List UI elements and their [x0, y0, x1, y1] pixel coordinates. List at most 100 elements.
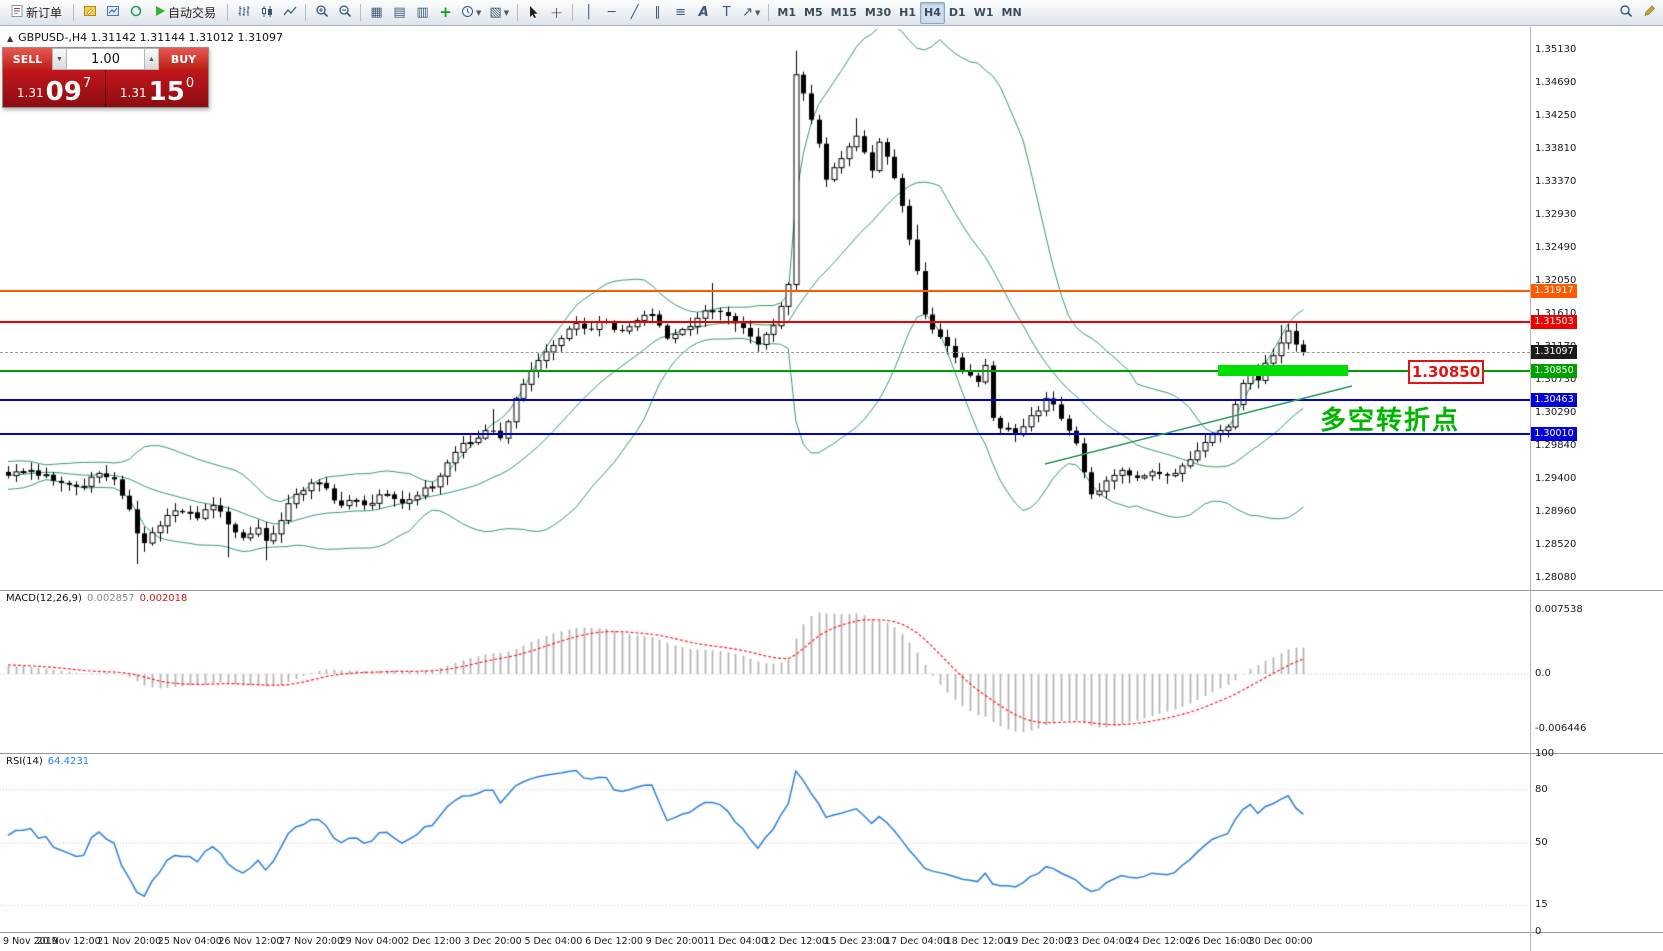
ohlc-bars-button[interactable]: [232, 2, 255, 24]
time-axis-label: 24 Dec 12:00: [1127, 936, 1192, 947]
y-axis-tick-label: 1.33370: [1535, 175, 1577, 187]
channel-button[interactable]: ∥: [646, 2, 669, 24]
autotrading-button[interactable]: 自动交易: [147, 2, 223, 24]
rsi-value: 64.4231: [47, 756, 90, 767]
timeframe-h4-button[interactable]: H4: [920, 1, 945, 24]
autotrading-label: 自动交易: [168, 6, 217, 20]
add-indicator-button[interactable]: +: [434, 2, 457, 24]
toolbar-separator: [305, 4, 307, 21]
time-axis-label: 27 Nov 20:00: [278, 936, 344, 947]
y-axis-tick-label: 1.28520: [1535, 539, 1577, 551]
panel-separator[interactable]: [0, 589, 1663, 591]
text-button[interactable]: A: [692, 2, 715, 24]
metaeditor-icon: [83, 4, 97, 21]
y-axis-tick-label: 1.32490: [1535, 241, 1577, 253]
y-axis-tick-label: 1.28960: [1535, 506, 1577, 518]
timeframe-m30-button[interactable]: M30: [861, 2, 895, 24]
horizontal-line-icon: ─: [607, 5, 616, 20]
price-axis[interactable]: [1530, 27, 1531, 951]
time-axis-label: 26 Dec 16:00: [1188, 936, 1252, 947]
text-label-button[interactable]: T: [715, 2, 738, 24]
quick-edit-button[interactable]: [1637, 2, 1660, 24]
timeframe-h1-button[interactable]: H1: [895, 2, 920, 24]
timeframe-mn-button[interactable]: MN: [998, 2, 1026, 24]
timeframe-m5-button[interactable]: M5: [800, 2, 827, 24]
volume-increase-button[interactable]: ▲: [144, 48, 159, 70]
rsi-axis-label: 100: [1535, 748, 1555, 759]
time-axis-label: 25 Nov 04:00: [157, 936, 222, 947]
y-axis-tick-label: 1.29400: [1535, 473, 1577, 485]
arrow-objects-button[interactable]: ↗ ▼: [738, 2, 764, 24]
price-level-line[interactable]: [0, 320, 1530, 323]
price-level-line[interactable]: [0, 289, 1530, 292]
trend-reversal-note[interactable]: 多空转折点: [1320, 406, 1461, 436]
timeframe-w1-button[interactable]: W1: [970, 2, 998, 24]
chevron-down-icon: ▼: [755, 8, 761, 17]
panel-separator[interactable]: [0, 752, 1663, 754]
line-chart-button[interactable]: [278, 2, 301, 24]
refresh-button[interactable]: [124, 2, 147, 24]
price-tag: 1.31503: [1531, 314, 1577, 329]
time-axis-label: 15 Dec 23:00: [824, 936, 889, 947]
zoom-in-icon: [315, 4, 329, 21]
templates-button[interactable]: ▧ ▼: [485, 2, 513, 24]
time-axis-label: 26 Nov 12:00: [218, 936, 283, 947]
candlestick-button[interactable]: [255, 2, 278, 24]
horizontal-line-button[interactable]: ─: [600, 2, 623, 24]
macd-header: MACD(12,26,9) 0.002857 0.002018: [6, 593, 187, 604]
tile-windows-button[interactable]: ▦: [365, 2, 388, 24]
timeframe-d1-button[interactable]: D1: [945, 2, 970, 24]
buy-price-display[interactable]: 1.31 15 0: [106, 70, 208, 107]
support-price-callout[interactable]: 1.30850: [1408, 360, 1484, 384]
fibonacci-button[interactable]: ≡: [669, 2, 692, 24]
buy-price-main: 15: [148, 76, 185, 107]
buy-button[interactable]: BUY: [159, 48, 208, 70]
sell-price-pip: 7: [82, 76, 92, 91]
new-order-icon: [10, 4, 24, 21]
crosshair-button[interactable]: +: [545, 2, 568, 24]
cursor-button[interactable]: [522, 2, 545, 24]
periods-button[interactable]: ▼: [457, 2, 485, 24]
macd-axis-label: -0.006446: [1535, 722, 1587, 734]
refresh-icon: [129, 4, 143, 21]
sell-price-main: 09: [45, 76, 82, 107]
crosshair-icon: +: [549, 2, 564, 22]
vertical-line-button[interactable]: │: [577, 2, 600, 24]
price-level-line[interactable]: [0, 369, 1530, 372]
price-level-line[interactable]: [0, 432, 1530, 435]
timeframe-m1-button[interactable]: M1: [773, 2, 800, 24]
macd-label: MACD(12,26,9): [6, 593, 82, 604]
zoom-in-button[interactable]: [310, 2, 333, 24]
trendline-button[interactable]: ╱: [623, 2, 646, 24]
volume-decrease-button[interactable]: ▼: [52, 48, 67, 70]
rsi-label: RSI(14): [6, 756, 43, 767]
y-axis-tick-label: 1.29840: [1535, 440, 1577, 452]
panel-separator[interactable]: [0, 931, 1663, 933]
profiles-button[interactable]: [101, 2, 124, 24]
volume-input[interactable]: 1.00: [67, 48, 144, 70]
support-zone-bar[interactable]: [1218, 365, 1348, 377]
time-axis-label: 18 Dec 12:00: [945, 936, 1010, 947]
price-level-line[interactable]: [0, 398, 1530, 401]
sell-button[interactable]: SELL: [3, 48, 52, 70]
rsi-axis-label: 50: [1535, 837, 1548, 848]
collapse-trade-panel-icon[interactable]: ▲: [7, 34, 14, 43]
search-button[interactable]: [1614, 2, 1637, 24]
metaeditor-button[interactable]: [78, 2, 101, 24]
price-level-line[interactable]: [0, 351, 1530, 353]
toolbar: 新订单 自动交易 ▦: [0, 0, 1663, 26]
new-order-button[interactable]: 新订单: [3, 2, 69, 24]
one-click-trading-panel: SELL ▼ 1.00 ▲ BUY 1.31 09 7 1.31 15 0: [2, 47, 209, 108]
buy-price-pip: 0: [185, 76, 195, 91]
price-chart-canvas[interactable]: [0, 27, 1530, 951]
template-icon: ▧: [489, 5, 502, 20]
objects-list-button[interactable]: ▥: [411, 2, 434, 24]
rsi-header: RSI(14) 64.4231: [6, 756, 89, 767]
timeframe-m15-button[interactable]: M15: [827, 2, 861, 24]
sell-price-display[interactable]: 1.31 09 7: [3, 70, 106, 107]
zoom-out-button[interactable]: [333, 2, 356, 24]
indicator-window-button[interactable]: ▤: [388, 2, 411, 24]
